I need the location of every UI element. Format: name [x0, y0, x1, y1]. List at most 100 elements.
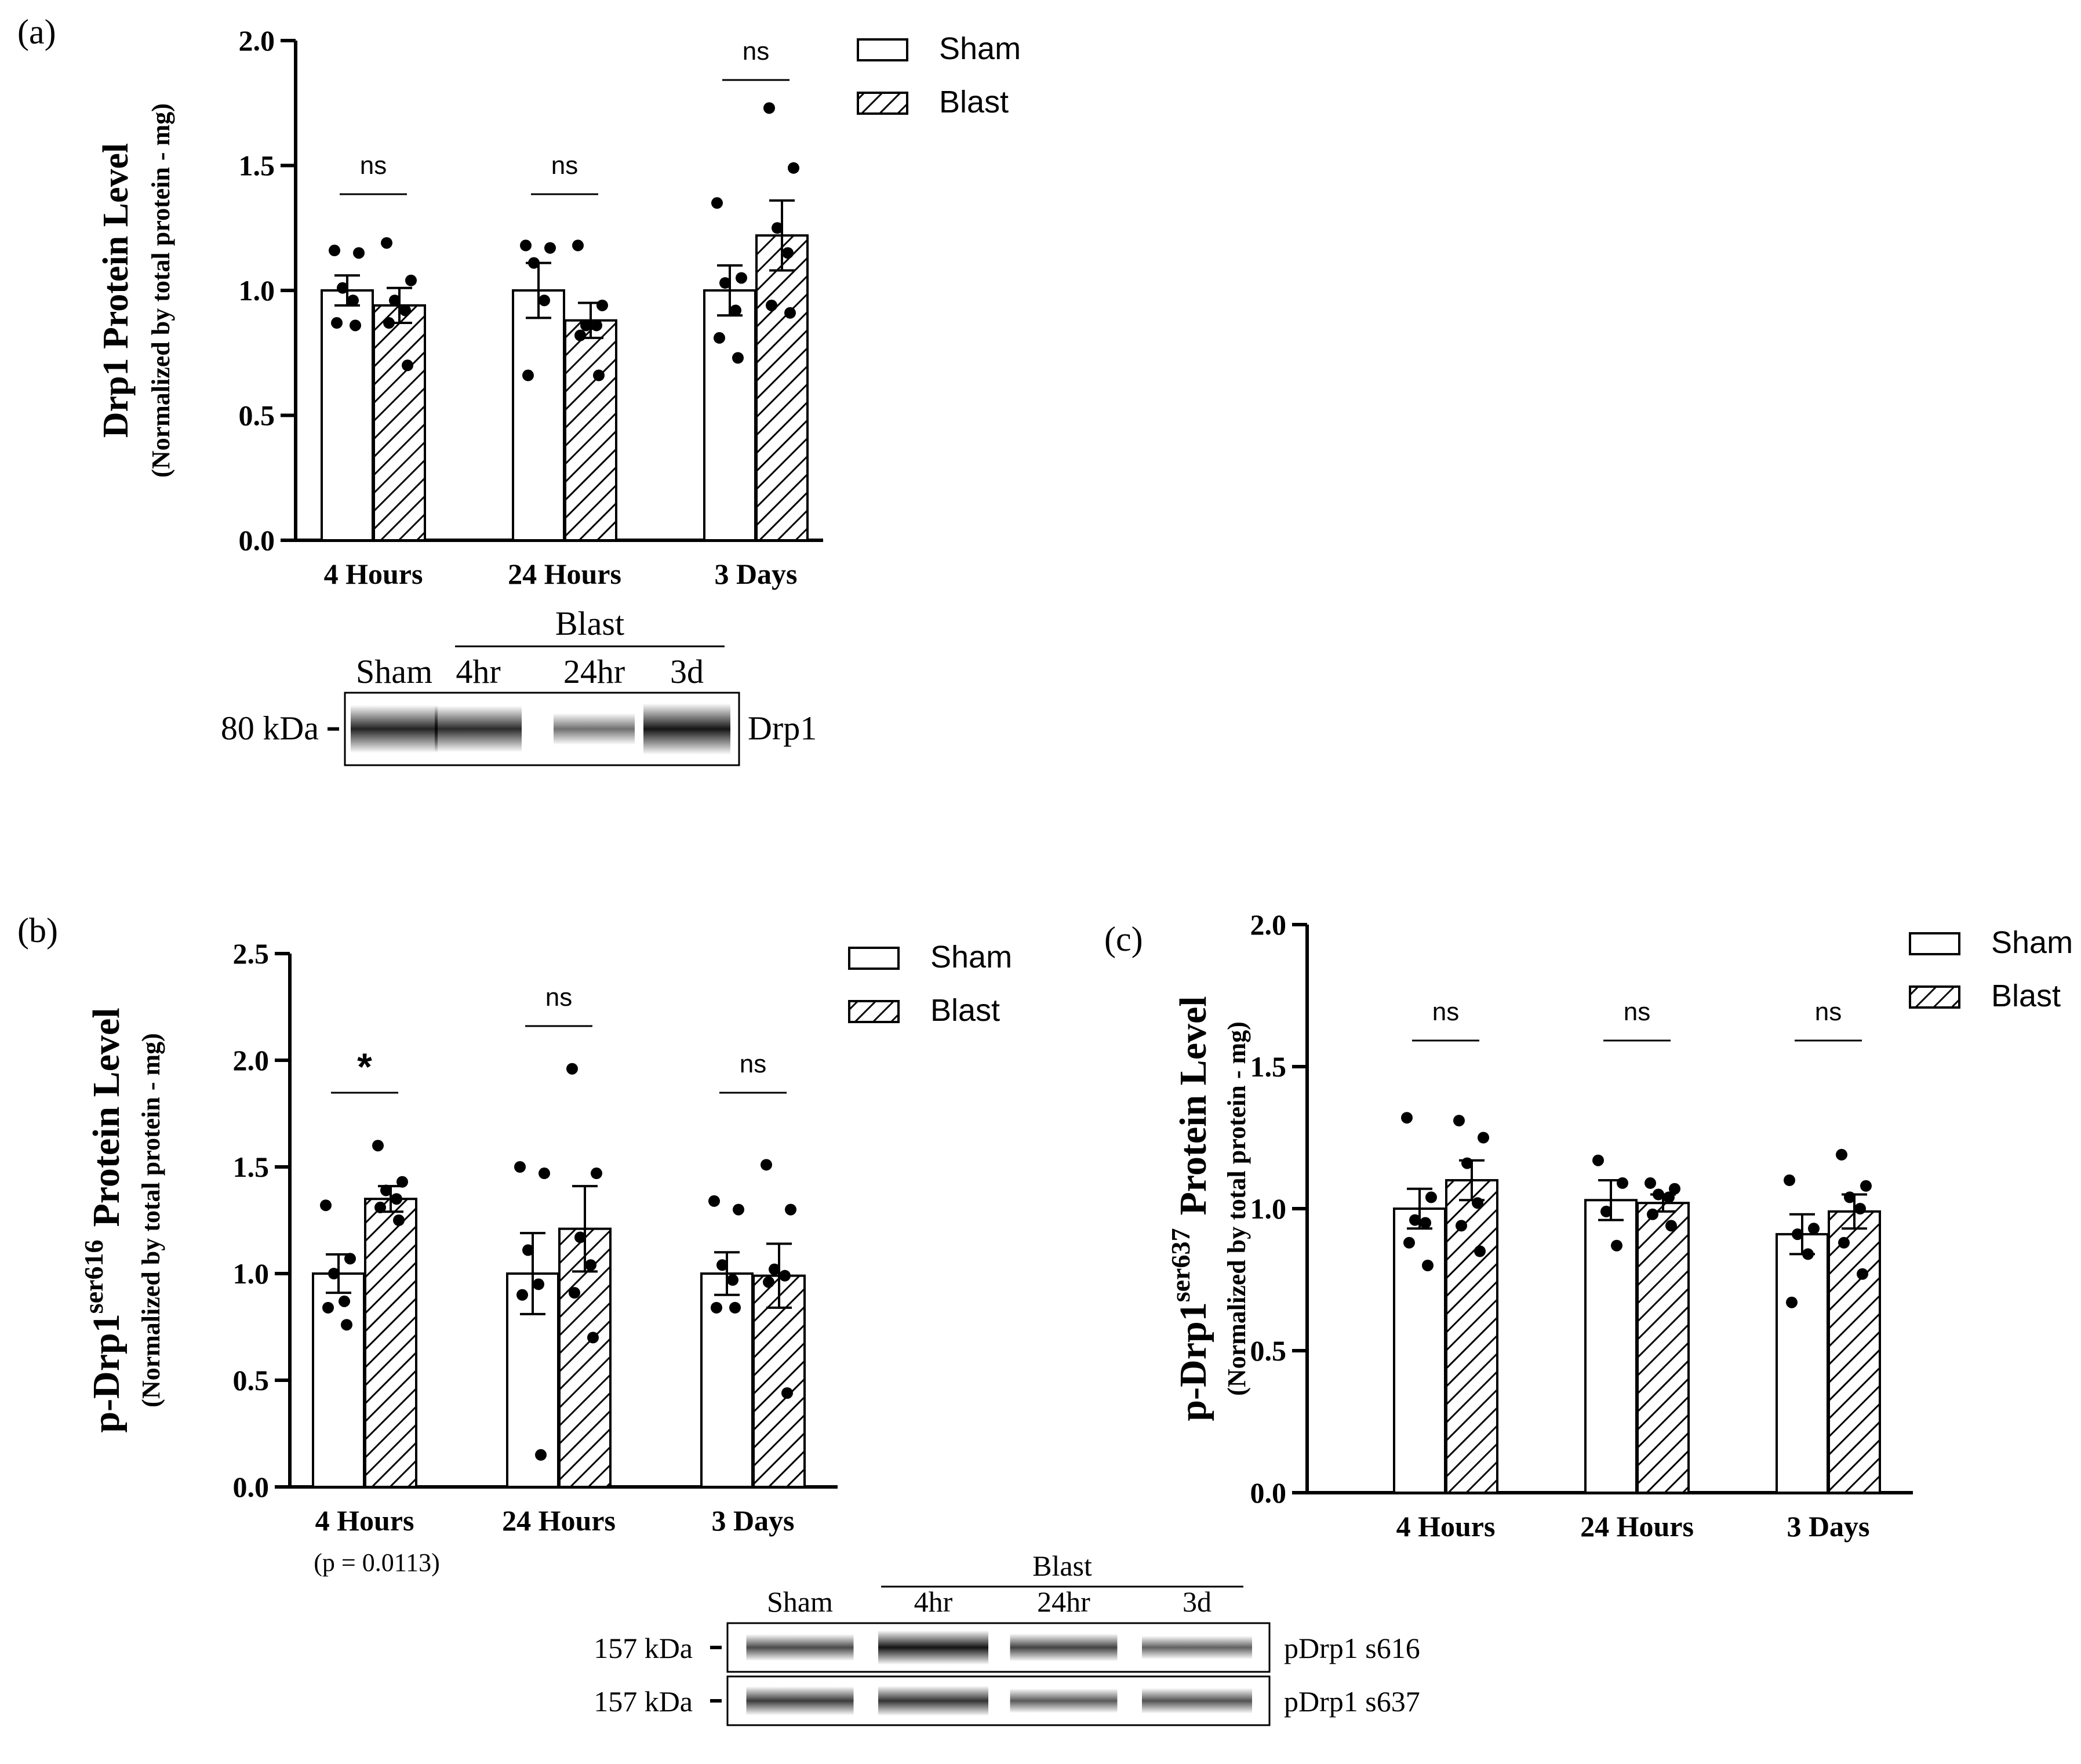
- y-tick-label: 1.5: [239, 150, 275, 182]
- y-tick-label: 1.0: [233, 1257, 270, 1290]
- x-category-label: 3 Days: [1787, 1510, 1869, 1543]
- data-point: [772, 222, 783, 234]
- legend-label-sham: Sham: [930, 940, 1012, 974]
- data-point: [522, 1244, 534, 1256]
- significance-label: ns: [545, 983, 572, 1012]
- data-point: [544, 242, 556, 254]
- data-point: [539, 1167, 550, 1180]
- panel-label-a: (a): [17, 13, 56, 51]
- data-point: [1425, 1191, 1437, 1203]
- data-point: [383, 317, 395, 329]
- bar-blast: [1445, 1179, 1498, 1494]
- blot-lane-label: Sham: [356, 653, 432, 690]
- legend-swatch-blast: [848, 1000, 900, 1023]
- blot-band: [643, 703, 730, 755]
- bar-blast: [373, 304, 426, 541]
- x-category-label: 3 Days: [711, 1504, 794, 1537]
- blot-mw-label: 157 kDa: [594, 1632, 693, 1664]
- blot-band: [1010, 1688, 1118, 1714]
- data-point: [533, 1278, 544, 1290]
- legend-label-blast: Blast: [1991, 979, 2061, 1013]
- data-point: [727, 1274, 738, 1286]
- significance-label: ns: [1432, 998, 1459, 1026]
- data-point: [769, 1263, 780, 1275]
- data-point: [591, 1167, 602, 1180]
- data-point: [781, 1387, 793, 1399]
- bar-blast: [564, 319, 617, 541]
- legend-swatch-sham: [848, 947, 900, 970]
- data-point: [389, 294, 401, 307]
- data-point: [539, 294, 550, 307]
- y-tick-label: 0.5: [239, 399, 275, 432]
- data-point: [402, 359, 413, 372]
- data-point: [1403, 1236, 1415, 1249]
- x-category-label: 24 Hours: [502, 1504, 616, 1537]
- blot-band: [1142, 1635, 1252, 1660]
- bar-blast: [752, 1274, 806, 1488]
- significance-label: ns: [1815, 998, 1842, 1026]
- y-axis-title-superscript: ser616: [79, 1240, 108, 1314]
- data-point: [405, 274, 417, 286]
- y-axis-title-tail: Protein Level: [85, 1008, 128, 1227]
- data-point: [344, 1253, 356, 1265]
- blot-lane-label: Sham: [767, 1585, 833, 1618]
- data-point: [399, 304, 411, 317]
- blot-lane-label: 24hr: [1037, 1585, 1090, 1618]
- data-point: [566, 1063, 578, 1075]
- y-axis-title: p-Drp1ser616 Protein Level: [79, 1008, 128, 1432]
- data-point: [1600, 1205, 1612, 1217]
- x-category-label: 3 Days: [714, 558, 797, 590]
- x-category-label: 4 Hours: [315, 1504, 414, 1537]
- blot-band: [746, 1634, 854, 1661]
- x-category-label: 4 Hours: [1396, 1510, 1496, 1543]
- y-tick-label: 0.5: [233, 1364, 270, 1396]
- y-tick-label: 0.0: [1250, 1476, 1287, 1509]
- data-point: [580, 319, 592, 332]
- data-point: [779, 1270, 791, 1282]
- data-point: [733, 1203, 744, 1216]
- data-point: [1422, 1260, 1434, 1271]
- pvalue-note-b: (p = 0.0113): [314, 1548, 440, 1577]
- data-point: [1792, 1228, 1803, 1241]
- data-point: [719, 277, 731, 289]
- data-point: [1663, 1191, 1675, 1203]
- bar-sham: [321, 289, 374, 541]
- bar-blast: [364, 1198, 417, 1488]
- data-point: [572, 239, 584, 252]
- y-tick-label: 1.0: [239, 274, 275, 307]
- bar-sham: [512, 289, 565, 541]
- y-tick-label: 2.0: [239, 24, 275, 57]
- chart-panel-b: 0.0 0.5 1.0 1.5 2.0 2.5 p-Drp1ser616 Protein Le…: [79, 937, 1012, 1537]
- data-point: [593, 369, 605, 381]
- blot-band: [1142, 1687, 1252, 1714]
- y-tick-label: 2.0: [233, 1044, 270, 1076]
- data-point: [374, 1201, 386, 1213]
- data-point: [396, 1176, 408, 1188]
- y-axis-subtitle: (Normalized by total protein - mg): [147, 103, 175, 478]
- bar-sham: [700, 1272, 754, 1488]
- blot-band: [746, 1686, 854, 1715]
- data-point: [331, 317, 343, 329]
- legend-label-blast: Blast: [939, 85, 1009, 119]
- data-point: [1472, 1197, 1483, 1209]
- data-point: [574, 329, 586, 341]
- data-point: [353, 247, 365, 259]
- data-point: [1409, 1214, 1421, 1226]
- data-point: [535, 1449, 547, 1461]
- y-axis-subtitle: (Normalized by total protein - mg): [137, 1033, 165, 1407]
- legend-label-sham: Sham: [1991, 925, 2073, 960]
- data-point: [711, 1301, 722, 1314]
- data-point: [1611, 1239, 1622, 1252]
- data-point: [782, 247, 794, 259]
- bar-sham: [312, 1272, 365, 1488]
- data-point: [1592, 1154, 1604, 1166]
- data-point: [339, 1295, 350, 1307]
- blot-band: [351, 705, 438, 753]
- y-axis-title: Drp1 Protein Level: [96, 143, 136, 438]
- blot-mw-label: 80 kDa: [221, 710, 319, 747]
- legend-swatch-blast: [857, 92, 908, 115]
- blot-band: [435, 705, 522, 752]
- blot-protein-label: pDrp1 s637: [1284, 1685, 1420, 1718]
- significance-label: ns: [743, 37, 769, 66]
- data-point: [322, 1301, 334, 1314]
